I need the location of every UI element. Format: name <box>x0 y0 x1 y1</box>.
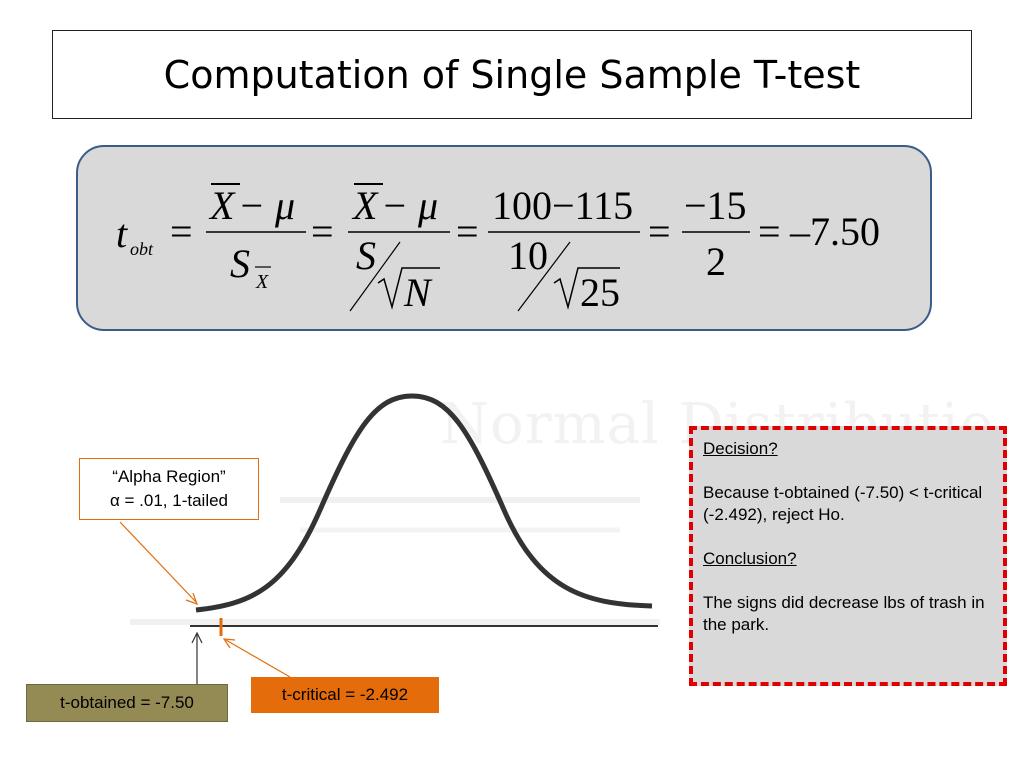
formula-eq-2: = <box>311 209 334 254</box>
formula-eq-4: = <box>648 209 671 254</box>
alpha-arrowhead <box>185 592 199 606</box>
formula-root-3: 25 <box>580 270 620 315</box>
formula-s-2: S <box>356 233 376 278</box>
sqrt-n-radical <box>377 267 440 310</box>
formula-s-1: S <box>230 241 250 286</box>
slide-title: Computation of Single Sample T-test <box>52 30 972 119</box>
conclusion-heading: Conclusion? <box>703 549 797 568</box>
formula-xbar-1: X <box>208 183 236 228</box>
alpha-region-callout: “Alpha Region” α = .01, 1-tailed <box>79 458 259 520</box>
formula-svg: t obt = X − μ S X = X − μ S N = 100−115 … <box>116 183 880 315</box>
formula-xbar-2: X <box>351 183 379 228</box>
t-obtained-arrowhead <box>191 631 203 644</box>
bell-curve <box>195 393 653 613</box>
alpha-label: “Alpha Region” <box>112 467 226 486</box>
t-critical-arrow-line <box>225 639 291 678</box>
slash-2 <box>349 241 401 312</box>
decision-text: Because t-obtained (-7.50) < t-critical … <box>703 483 983 524</box>
formula-t-sub: obt <box>130 239 154 259</box>
t-critical-arrowhead <box>222 638 236 649</box>
formula-num-4: −15 <box>684 183 747 228</box>
formula-panel: t obt = X − μ S X = X − μ S N = 100−115 … <box>76 145 932 331</box>
formula-mu-2: − μ <box>381 183 438 228</box>
formula-den-4: 2 <box>706 239 726 284</box>
formula-t: t <box>116 211 128 256</box>
decision-panel: Decision? Because t-obtained (-7.50) < t… <box>689 426 1007 686</box>
conclusion-text: The signs did decrease lbs of trash in t… <box>703 593 985 634</box>
alpha-arrow-line <box>119 521 197 603</box>
alpha-value: α = .01, 1-tailed <box>109 491 229 510</box>
decision-heading: Decision? <box>703 439 778 458</box>
formula-mu-1: − μ <box>238 183 295 228</box>
formula-result: –7.50 <box>789 209 880 254</box>
formula-sub-x: X <box>255 271 269 293</box>
formula-eq-3: = <box>456 209 479 254</box>
formula-n: N <box>403 270 433 315</box>
slash-3 <box>517 241 571 312</box>
formula-eq-1: = <box>170 209 193 254</box>
t-critical-label: t-critical = -2.492 <box>251 677 439 713</box>
formula-num-3: 100−115 <box>492 183 633 228</box>
sqrt-25-radical <box>553 267 620 310</box>
formula-den-3: 10 <box>508 233 548 278</box>
t-obtained-label: t-obtained = -7.50 <box>26 684 228 722</box>
formula-eq-5: = <box>758 209 781 254</box>
